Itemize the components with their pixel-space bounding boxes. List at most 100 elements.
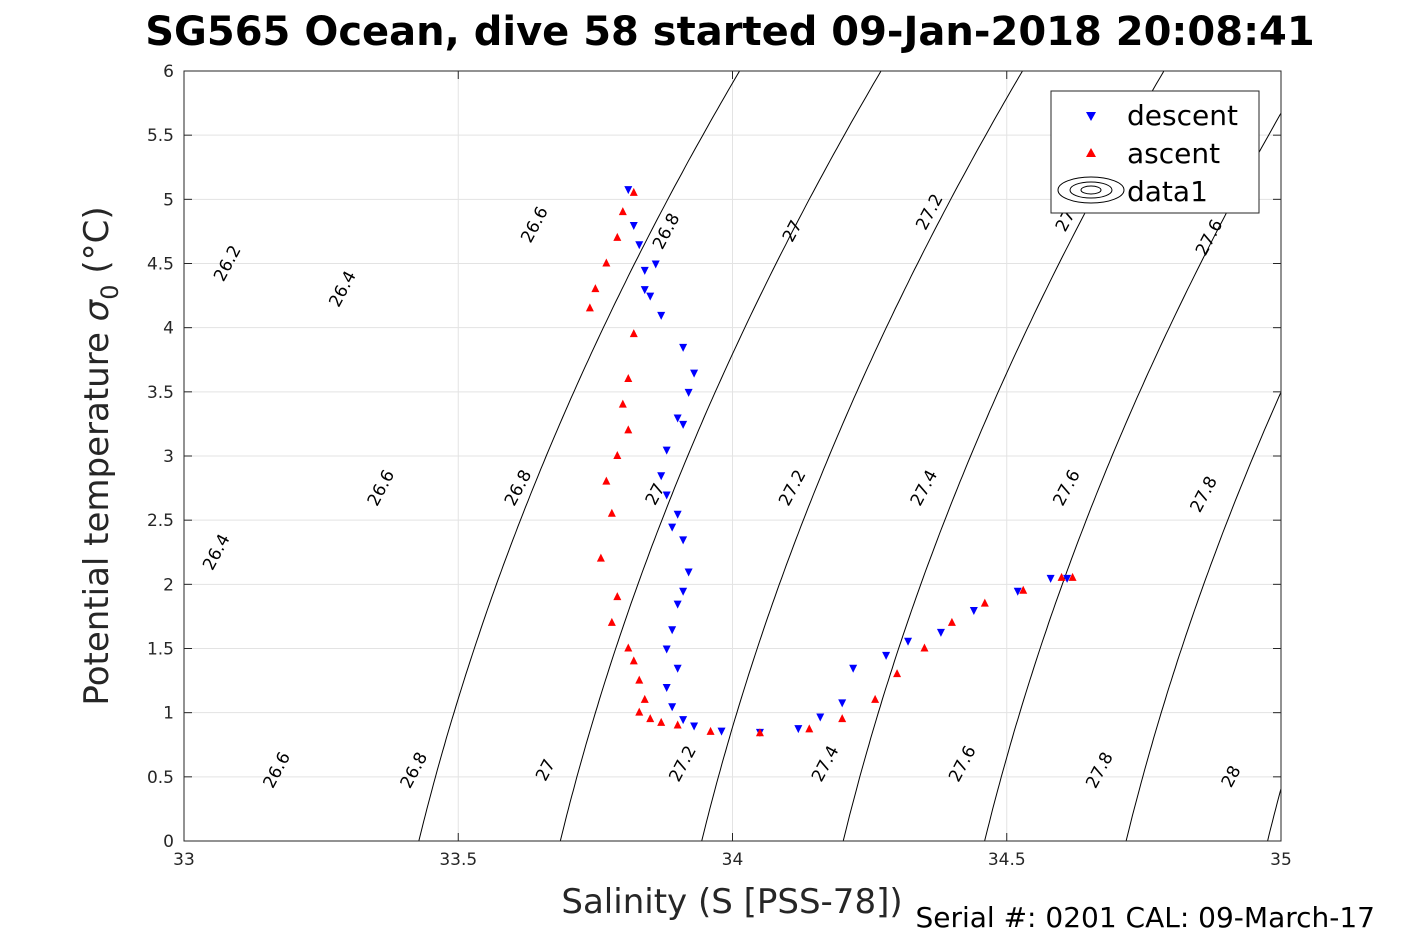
ascent-point — [635, 675, 644, 684]
legend-box — [1050, 90, 1260, 214]
density-contour-line — [1125, 390, 1281, 841]
density-contour-line — [418, 71, 741, 841]
ascent-point — [613, 451, 622, 459]
y-tick-label: 3 — [163, 447, 174, 467]
series-descent — [624, 186, 1072, 737]
legend-descent-marker — [1086, 112, 1096, 121]
descent-point — [684, 568, 693, 577]
ascent-point — [596, 553, 605, 562]
descent-point — [794, 725, 803, 734]
ascent-point — [624, 374, 633, 382]
descent-point — [1063, 574, 1072, 583]
descent-point — [651, 260, 660, 269]
ascent-point — [640, 694, 649, 703]
x-tick-label: 33.5 — [439, 850, 477, 870]
descent-point — [690, 722, 699, 731]
ascent-point — [1068, 572, 1077, 581]
descent-point — [662, 684, 671, 692]
descent-point — [629, 222, 638, 230]
ascent-point — [893, 669, 902, 678]
y-axis-label-sub: 0 — [96, 284, 124, 299]
ascent-point — [629, 329, 638, 338]
ascent-point — [871, 694, 880, 703]
y-tick-label: 2 — [163, 575, 174, 595]
y-tick-label: 0 — [163, 832, 174, 852]
y-axis-label-unit: (°C) — [77, 206, 117, 284]
y-tick-label: 5.5 — [147, 126, 174, 146]
density-contour-line — [559, 71, 882, 841]
legend-descent-label: descent — [1127, 99, 1238, 132]
ascent-point — [755, 728, 764, 737]
descent-point — [662, 491, 671, 500]
legend-ascent-marker — [1086, 148, 1096, 157]
y-tick-label: 1 — [163, 704, 174, 724]
ascent-point — [585, 303, 594, 312]
ascent-point — [613, 232, 622, 241]
descent-point — [646, 292, 655, 301]
legend-contour-icon — [1057, 176, 1125, 204]
y-axis-label-main: Potential temperature — [77, 321, 117, 705]
ascent-point — [838, 714, 847, 723]
ascent-point — [629, 187, 638, 196]
ascent-point — [591, 284, 600, 293]
ascent-point — [618, 207, 627, 216]
chart-title: SG565 Ocean, dive 58 started 09-Jan-2018… — [145, 9, 1314, 55]
descent-point — [673, 664, 682, 673]
y-axis-ticks: 0 0.5 1 1.5 2 2.5 3 3.5 4 4.5 5 5.5 6 — [147, 62, 1281, 852]
density-contour-line — [1409, 71, 1417, 841]
legend: descent ascent data1 — [1050, 90, 1260, 214]
ascent-point — [805, 724, 814, 733]
descent-point — [624, 186, 633, 195]
descent-point — [904, 637, 913, 646]
descent-point — [673, 600, 682, 609]
descent-point — [717, 727, 726, 736]
ascent-point — [673, 720, 682, 729]
y-axis-label-sigma: σ — [77, 298, 117, 321]
serial-calibration-text: Serial #: 0201 CAL: 09-March-17 — [915, 901, 1375, 934]
descent-point — [679, 536, 688, 545]
y-axis-label: Potential temperature σ0 (°C) — [77, 206, 124, 705]
descent-point — [969, 607, 978, 615]
ascent-point — [920, 643, 929, 652]
x-axis-ticks: 33 33.5 34 34.5 35 — [173, 71, 1292, 870]
descent-point — [668, 703, 677, 712]
descent-point — [849, 664, 858, 673]
ascent-point — [613, 592, 622, 601]
descent-point — [684, 388, 693, 397]
legend-ascent-label: ascent — [1127, 137, 1220, 170]
y-tick-label: 5 — [163, 190, 174, 210]
descent-point — [673, 510, 682, 519]
descent-point — [1013, 587, 1022, 596]
density-contour-line — [1267, 786, 1281, 841]
descent-point — [635, 241, 644, 250]
grid — [183, 70, 1282, 842]
descent-point — [657, 311, 666, 320]
ascent-point — [607, 508, 616, 517]
ascent-point — [602, 476, 611, 485]
ascent-point — [624, 643, 633, 652]
ascent-point — [646, 714, 655, 723]
density-contour-line — [701, 71, 1023, 841]
x-tick-label: 33 — [173, 850, 195, 870]
descent-point — [679, 716, 688, 725]
legend-data1-label: data1 — [1127, 175, 1208, 208]
y-tick-label: 0.5 — [147, 768, 174, 788]
descent-point — [816, 713, 825, 722]
y-tick-label: 6 — [163, 62, 174, 82]
descent-point — [936, 628, 945, 637]
descent-point — [679, 420, 688, 429]
ascent-point — [624, 425, 633, 434]
ascent-point — [706, 726, 715, 735]
ascent-point — [629, 656, 638, 665]
descent-point — [679, 343, 688, 352]
x-tick-label: 34 — [722, 850, 744, 870]
descent-point — [657, 472, 666, 481]
x-tick-label: 34.5 — [988, 850, 1026, 870]
x-axis-label: Salinity (S [PSS-78]) — [561, 882, 902, 922]
descent-point — [662, 446, 671, 455]
descent-point — [640, 266, 649, 275]
descent-point — [690, 369, 699, 378]
descent-point — [838, 699, 847, 708]
ascent-point — [1019, 585, 1028, 594]
